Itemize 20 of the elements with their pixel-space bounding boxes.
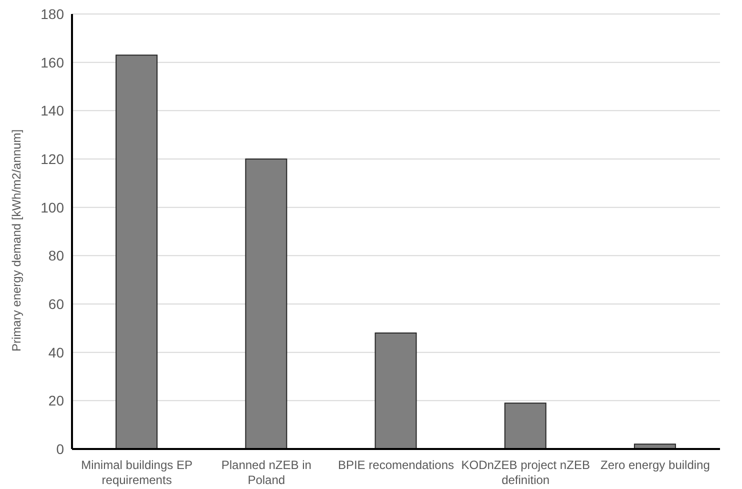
y-tick-label: 160 [40,54,64,70]
y-tick-label: 60 [48,296,64,312]
y-axis-title: Primary energy demand [kWh/m2/annum] [9,129,24,352]
y-tick-label: 0 [56,440,64,457]
bar [504,402,546,449]
x-tick-label: Planned nZEB in Poland [221,458,312,487]
x-tick-label: KODnZEB project nZEB definition [461,458,590,487]
x-tick-label: Zero energy building [600,458,710,472]
bar [116,54,158,449]
y-tick-label: 20 [48,392,64,409]
y-tick-label: 140 [40,102,64,119]
y-tick-label: 180 [40,6,64,22]
y-tick-label: 100 [40,199,64,216]
y-tick-label: 40 [48,344,64,360]
x-tick-label: BPIE recomendations [338,458,454,472]
x-tick-label: Minimal buildings EP requirements [81,458,192,487]
bar [245,158,288,449]
bar [374,332,417,449]
y-tick-label: 120 [40,150,64,167]
y-tick-label: 80 [48,248,64,264]
